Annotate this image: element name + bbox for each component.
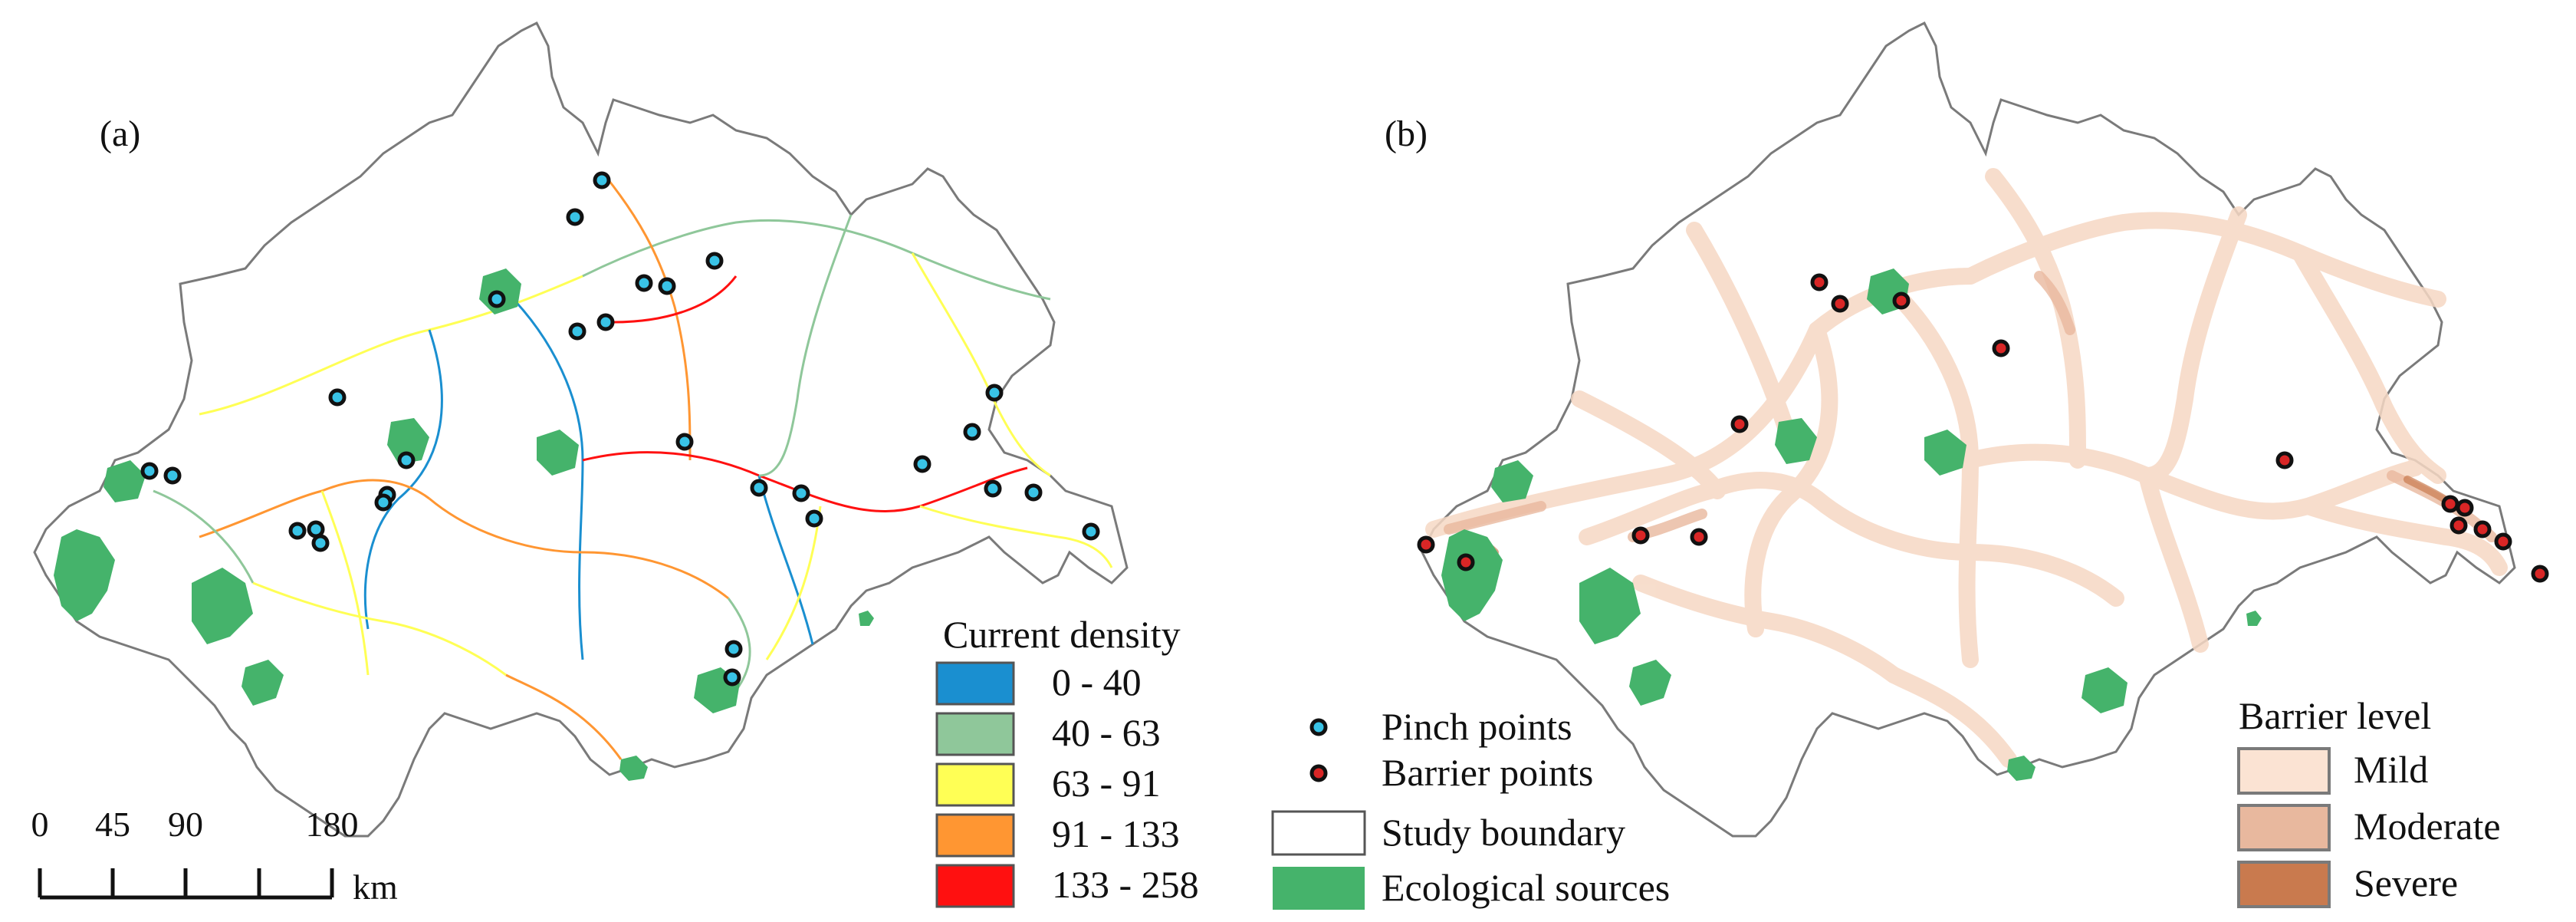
panel-b-barrier-points <box>1417 273 2549 583</box>
symbol-legend: Pinch points Barrier points Study bounda… <box>1271 705 1670 910</box>
barrier-point <box>2494 532 2512 551</box>
barrier-point <box>2450 516 2468 535</box>
barrier-label-mild: Mild <box>2354 748 2428 791</box>
current-density-legend: Current density 0 - 40 40 - 63 63 - 91 9… <box>935 613 1199 908</box>
barrier-point-icon <box>1309 764 1328 782</box>
pinch-point <box>566 208 584 226</box>
panel-a-label: (a) <box>100 114 140 154</box>
scale-tick-45: 45 <box>95 805 130 844</box>
pinch-point <box>963 423 981 441</box>
barrier-point <box>2456 499 2474 517</box>
barrier-point <box>1892 291 1911 310</box>
pinch-point <box>675 433 694 451</box>
pinch-point <box>750 479 768 497</box>
density-label-40-63: 40 - 63 <box>1052 711 1161 754</box>
barrier-point <box>1457 553 1475 571</box>
pinch-point <box>488 290 506 308</box>
boundary-swatch-icon <box>1271 810 1366 856</box>
pinch-point <box>307 520 325 538</box>
pinch-point <box>397 451 416 469</box>
pinch-point <box>374 493 393 512</box>
panel-a-map <box>34 23 1127 836</box>
barrier-point <box>1631 526 1650 545</box>
pinch-point <box>288 522 307 540</box>
pinch-point <box>724 640 743 658</box>
pinch-point-icon <box>1309 718 1328 736</box>
barrier-level-legend-title: Barrier level <box>2239 694 2431 737</box>
barrier-point <box>1417 535 1435 554</box>
pinch-point <box>792 484 810 502</box>
density-swatch-63-91 <box>935 762 1015 807</box>
pinch-point <box>311 534 330 552</box>
pinch-point <box>140 462 159 480</box>
study-boundary-label: Study boundary <box>1382 811 1625 854</box>
pinch-point <box>705 252 724 270</box>
pinch-point <box>913 455 932 473</box>
barrier-swatch-moderate <box>2237 804 2331 851</box>
pinch-point <box>658 277 676 295</box>
scale-tick-0: 0 <box>31 805 49 844</box>
panel-a: (a) <box>31 23 1670 910</box>
barrier-level-legend: Barrier level Mild Moderate Severe <box>2237 694 2501 908</box>
scale-unit: km <box>353 868 398 907</box>
barrier-swatch-severe <box>2237 861 2331 908</box>
density-label-0-40: 0 - 40 <box>1052 660 1142 703</box>
pinch-point <box>985 384 1004 402</box>
pinch-point <box>984 479 1002 498</box>
density-label-91-133: 91 - 133 <box>1052 812 1180 855</box>
density-label-133-258: 133 - 258 <box>1052 863 1199 906</box>
barrier-point <box>1992 339 2010 357</box>
pinch-point <box>163 466 182 485</box>
ecological-sources-label: Ecological sources <box>1382 866 1670 909</box>
current-density-legend-title: Current density <box>943 613 1181 656</box>
density-swatch-91-133 <box>935 813 1015 858</box>
source-swatch-icon <box>1273 867 1365 910</box>
panel-b-map <box>1417 23 2549 836</box>
density-label-63-91: 63 - 91 <box>1052 762 1161 805</box>
pinch-point <box>328 388 347 407</box>
panel-b: (b) <box>1385 23 2549 908</box>
scale-tick-90: 90 <box>168 805 203 844</box>
density-swatch-133-258 <box>935 864 1015 908</box>
barrier-point <box>2531 565 2549 583</box>
pinch-point <box>1082 522 1100 541</box>
pinch-point <box>805 509 823 528</box>
pinch-point <box>593 171 611 189</box>
scale-tick-180: 180 <box>306 805 359 844</box>
pinch-point <box>635 274 653 292</box>
barrier-label-severe: Severe <box>2354 861 2458 904</box>
density-swatch-0-40 <box>935 661 1015 706</box>
scale-bar: 0 45 90 180 km <box>31 805 399 907</box>
pinch-point <box>596 313 615 331</box>
barrier-points-label: Barrier points <box>1382 751 1593 794</box>
barrier-point <box>1730 415 1749 433</box>
pinch-point <box>1024 483 1043 502</box>
barrier-point <box>2441 495 2459 513</box>
barrier-point <box>1810 273 1829 291</box>
panel-a-pinch-points <box>140 171 1100 687</box>
barrier-swatch-mild <box>2237 747 2331 795</box>
pinch-points-label: Pinch points <box>1382 705 1572 748</box>
panel-b-label: (b) <box>1385 114 1428 154</box>
density-swatch-40-63 <box>935 712 1015 756</box>
barrier-point <box>1690 528 1708 546</box>
pinch-point <box>723 668 741 687</box>
barrier-point <box>2275 451 2294 469</box>
barrier-point <box>1831 295 1849 313</box>
barrier-point <box>2473 520 2492 538</box>
pinch-point <box>568 322 586 341</box>
barrier-label-moderate: Moderate <box>2354 805 2501 848</box>
